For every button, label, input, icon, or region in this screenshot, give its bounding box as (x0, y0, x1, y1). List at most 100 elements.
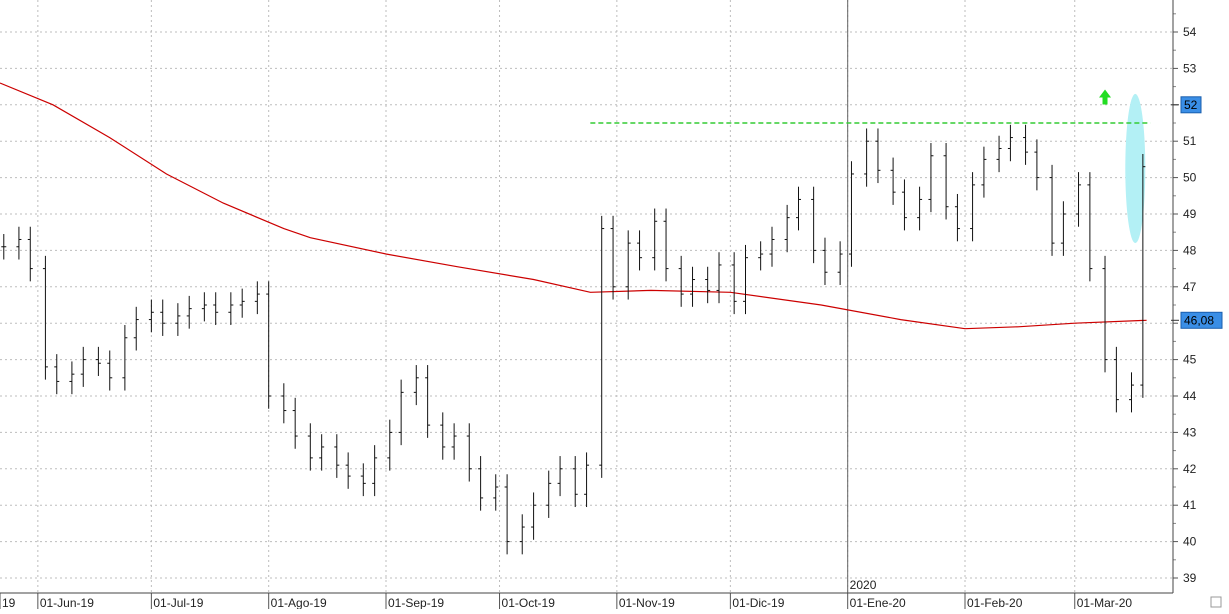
y-tick-label: 43 (1183, 425, 1197, 439)
price-bar (281, 383, 287, 424)
price-bar (981, 146, 987, 198)
price-bar (890, 157, 896, 205)
y-tick-label: 48 (1183, 243, 1197, 257)
price-label-box (1180, 96, 1202, 114)
price-bar (705, 266, 711, 304)
price-bar (652, 208, 658, 271)
price-bar (599, 215, 605, 478)
price-bar (584, 452, 590, 508)
price-bar (175, 303, 181, 336)
price-bar (1076, 172, 1082, 227)
y-tick-label: 49 (1183, 207, 1197, 221)
price-bar (387, 419, 393, 471)
price-bar (848, 161, 854, 267)
price-bar (201, 292, 207, 322)
price-bar (493, 474, 499, 511)
price-bar (254, 281, 260, 315)
price-label-box (1180, 311, 1223, 329)
x-tick-label: 01-Jul-19 (153, 596, 203, 609)
price-bar (413, 365, 419, 406)
price-bar (80, 346, 86, 387)
y-tick-label: 44 (1183, 389, 1197, 403)
highlight-layer (1125, 93, 1146, 244)
price-bar (928, 143, 934, 213)
price-bar (625, 230, 631, 300)
price-bar (758, 241, 764, 271)
price-bar (901, 179, 907, 231)
price-bar (557, 456, 563, 497)
x-tick-label: 01-Ago-19 (271, 596, 327, 609)
x-tick-label: 01-Dic-19 (732, 596, 784, 609)
price-bar (784, 204, 790, 253)
price-bars (1, 124, 1146, 555)
price-bar (864, 128, 870, 187)
price-bar (1113, 346, 1119, 413)
y-tick-label: 39 (1183, 571, 1197, 585)
price-bar (663, 208, 669, 282)
price-bar (95, 346, 101, 376)
price-bar (345, 452, 351, 489)
price-bar (1140, 153, 1146, 398)
price-bar (1049, 164, 1055, 256)
price-bar (690, 266, 696, 307)
breakout-arrow-icon (1099, 89, 1112, 105)
price-bar (519, 514, 525, 555)
price-bar (292, 397, 298, 449)
price-bar (546, 470, 552, 518)
price-bar (266, 281, 272, 409)
price-bar (42, 255, 48, 380)
price-bar (334, 434, 340, 478)
x-tick-label: 01-Feb-20 (967, 596, 1023, 609)
y-tick-label: 45 (1183, 353, 1197, 367)
price-bar (1007, 124, 1013, 162)
price-bar (1129, 372, 1135, 413)
overlay-layer (590, 89, 1151, 124)
price-bar (160, 299, 166, 336)
price-bar (1102, 255, 1108, 373)
price-bar (996, 135, 1002, 173)
price-bar (637, 230, 643, 271)
price-bar (917, 186, 923, 231)
x-tick-label: 01-Mar-20 (1077, 596, 1133, 609)
price-bar (531, 492, 537, 540)
price-bar (360, 463, 366, 497)
price-bar (1, 234, 7, 260)
price-bar (451, 423, 457, 460)
year-marker-label: 2020 (850, 578, 877, 592)
price-bar (610, 215, 616, 300)
price-bar (307, 423, 313, 471)
price-bar (122, 325, 128, 391)
price-bar (186, 295, 192, 329)
price-bar (1087, 172, 1093, 282)
price-bar (504, 474, 510, 555)
price-bar (743, 244, 749, 315)
price-bar (466, 423, 472, 482)
price-bar (1034, 139, 1040, 191)
price-bar (239, 288, 245, 318)
price-bar (16, 226, 22, 260)
price-bar (228, 292, 234, 326)
x-tick-label: 01-Jun-19 (40, 596, 94, 609)
price-bar (716, 252, 722, 304)
y-tick-label: 42 (1183, 462, 1197, 476)
y-tick-label: 51 (1183, 134, 1197, 148)
price-bar (148, 299, 154, 333)
x-tick-label: 01-Ene-20 (850, 596, 906, 609)
price-bar (795, 186, 801, 231)
price-bar (954, 193, 960, 242)
price-bar (27, 226, 33, 282)
price-bar (478, 456, 484, 511)
price-bar (837, 241, 843, 285)
y-tick-label: 41 (1183, 498, 1197, 512)
price-bar (440, 412, 446, 460)
corner-icon (1210, 596, 1222, 608)
price-bar (678, 255, 684, 307)
x-tick-label: 01-Sep-19 (388, 596, 444, 609)
price-bar (213, 292, 219, 326)
price-bar (731, 252, 737, 315)
